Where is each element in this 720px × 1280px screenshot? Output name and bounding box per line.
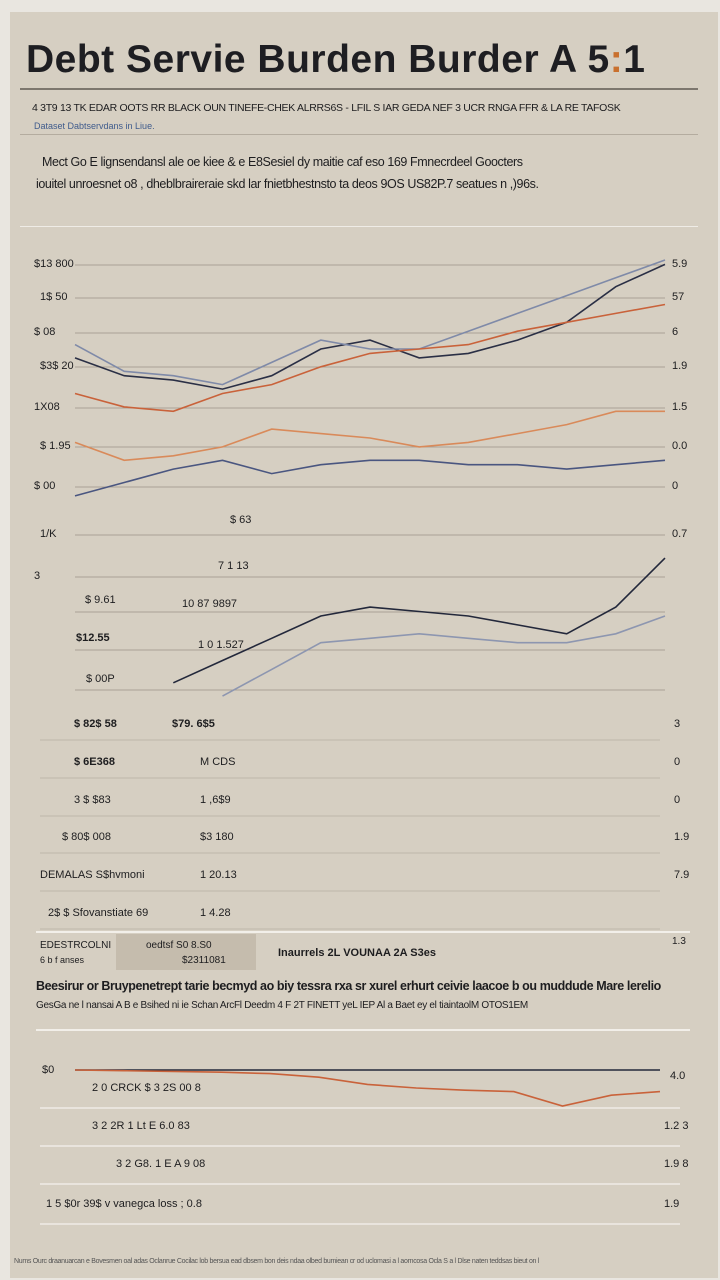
series-line-1-1 <box>74 1069 661 1107</box>
table-cell: $3 180 <box>200 831 234 843</box>
panel-highlight <box>116 934 256 970</box>
series-line-0-3 <box>74 410 665 462</box>
table-cell: 1.9 <box>674 831 690 843</box>
row-label: 2 0 CRCK $ 3 2S 00 8 <box>92 1082 201 1094</box>
annotation: 10 87 9897 <box>182 598 238 610</box>
table-cell: 2$ $ Sfovanstiate 69 <box>48 907 149 919</box>
annotation: 7 1 13 <box>218 560 249 572</box>
series-line-0-0 <box>74 263 666 390</box>
y-tick-right: 1.9 <box>672 360 688 372</box>
panel-value: 1.3 <box>672 936 686 947</box>
lead-line-1: Mect Go E lignsendansl ale oe kiee & e E… <box>42 155 523 169</box>
y-tick-right: 0.7 <box>672 528 688 540</box>
table-cell: $ 6E368 <box>74 756 115 768</box>
y-tick-right: 0.0 <box>672 440 688 452</box>
y-tick-right: 57 <box>672 291 685 303</box>
table-cell: $79. 6$5 <box>172 718 215 730</box>
panel-value: $2311081 <box>182 955 226 966</box>
annotation: $ 63 <box>230 514 252 526</box>
annotation: $ 00P <box>86 673 115 685</box>
footer-text: Nums Ourc draanuarcan e Bovesmen oal ada… <box>14 1258 540 1265</box>
series-line-0-1 <box>74 259 666 386</box>
series-line-0-5 <box>172 557 666 684</box>
page-title: Debt Servie Burden Burder A 5:1 <box>26 38 646 81</box>
row-value: 1.9 <box>664 1198 680 1210</box>
table-cell: 3 $ $83 <box>74 794 111 806</box>
row-value: 1.9 8 <box>664 1158 689 1170</box>
notes-line-2: GesGa ne l nansai A B e Bsihed ni ie Sch… <box>36 1000 528 1011</box>
y-tick-left: $13 800 <box>34 258 74 270</box>
table-cell: 0 <box>674 794 681 806</box>
table-cell: 1 20.13 <box>200 869 237 881</box>
source-link[interactable]: Dataset Dabtservdans in Liue. <box>34 121 155 131</box>
y-tick-left: $ 00 <box>34 480 56 492</box>
table-cell: $ 82$ 58 <box>74 718 117 730</box>
y-tick-left: $ 08 <box>34 326 56 338</box>
table-cell: 1 ,6$9 <box>200 794 231 806</box>
table-cell: 0 <box>674 756 681 768</box>
row-label: 3 2 G8. 1 E A 9 08 <box>116 1158 206 1170</box>
divider <box>20 134 698 135</box>
y-tick-right: 0 <box>672 480 679 492</box>
row-label: 3 2 2R 1 Lt E 6.0 83 <box>92 1120 190 1132</box>
y-tick-left: 1X08 <box>34 401 60 413</box>
y-tick-right: 5.9 <box>672 258 688 270</box>
title-divider <box>20 88 698 90</box>
y-tick-right: 4.0 <box>670 1070 686 1082</box>
series-line-0-2 <box>74 303 666 413</box>
notes-line-1: Beesirur or Bruypenetrept tarie becmyd a… <box>36 979 661 993</box>
table-cell: 1 4.28 <box>200 907 231 919</box>
y-tick-left: $0 <box>42 1064 55 1076</box>
table-cell: $ 80$ 008 <box>62 831 111 843</box>
row-label: 1 5 $0r 39$ v vanegca loss ; 0.8 <box>46 1198 202 1210</box>
series-line-0-6 <box>222 615 666 697</box>
y-tick-left: $3$ 20 <box>40 360 74 372</box>
panel-label: EDESTRCOLNI <box>40 940 112 951</box>
y-tick-left: $ 1.95 <box>40 440 71 452</box>
panel-caption: Inaurrels 2L VOUNAA 2A S3es <box>278 947 436 959</box>
annotation: $12.55 <box>76 632 110 644</box>
table-cell: M CDS <box>200 756 236 768</box>
table-cell: DEMALAS S$hvmoni <box>40 869 145 881</box>
y-tick-left: 1$ 50 <box>40 291 68 303</box>
divider <box>20 226 698 227</box>
annotation: $ 9.61 <box>85 594 116 606</box>
y-tick-right: 1.5 <box>672 401 688 413</box>
lead-line-2: iouitel unroesnet o8 , dheblbraireraie s… <box>36 177 539 191</box>
series-line-0-4 <box>74 459 666 497</box>
y-tick-left: 1/K <box>40 528 57 540</box>
table-cell: 7.9 <box>674 869 690 881</box>
page <box>10 12 718 1278</box>
y-tick-right: 6 <box>672 326 679 338</box>
row-value: 1.2 3 <box>664 1120 689 1132</box>
annotation: 1 0 1.527 <box>198 639 244 651</box>
table-cell: 3 <box>674 718 681 730</box>
panel-value: oedtsf S0 8.S0 <box>146 940 212 951</box>
subtitle: 4 3T9 13 TK EDAR OOTS RR BLACK OUN TINEF… <box>32 102 621 114</box>
y-tick-left: 3 <box>34 570 41 582</box>
panel-label: 6 b f anses <box>40 955 85 965</box>
